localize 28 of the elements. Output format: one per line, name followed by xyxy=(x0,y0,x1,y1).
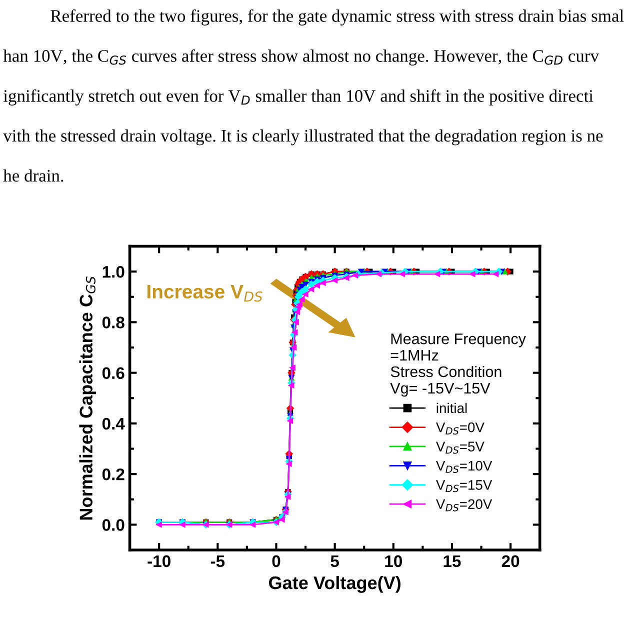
legend-label: initial xyxy=(436,402,467,414)
annotation: Increase V$_{DS}$ xyxy=(147,284,262,302)
y-tick-label: 0.0 xyxy=(102,519,124,531)
x-tick-label: 5 xyxy=(330,555,339,568)
legend-title: Measure Frequency =1MHz Stress Condition Vg= -15V~15V xyxy=(390,334,526,397)
text: han 10V, the C$_{GS}$ curves after stress show almost no change. However, the C$_{GD}$ curv xyxy=(3,49,600,66)
x-tick-label: -5 xyxy=(210,555,225,568)
legend-label: V$_{DS}$=15V xyxy=(436,480,492,492)
y-tick-label: 1.0 xyxy=(102,266,124,278)
legend-label: V$_{DS}$=0V xyxy=(436,422,484,435)
x-axis-title: Gate Voltage(V) xyxy=(269,576,400,593)
y-tick-label: 0.4 xyxy=(102,418,125,430)
x-tick-label: 10 xyxy=(385,555,402,568)
x-tick-label: 15 xyxy=(444,555,461,568)
y-tick-label: 0.8 xyxy=(102,316,124,328)
x-tick-label: 20 xyxy=(502,555,520,568)
text: vith the stressed drain voltage. It is clearly illustrated that the degradation region is ne xyxy=(3,129,603,146)
x-tick-label: -10 xyxy=(148,555,170,568)
x-tick-label: 0 xyxy=(272,555,280,568)
legend-label: V$_{DS}$=5V xyxy=(436,442,484,454)
y-tick-label: 0.6 xyxy=(102,367,124,380)
text: ignificantly stretch out even for V$_{D}$ smaller than 10V and shift in the positive directi xyxy=(4,89,594,106)
legend-label: V$_{DS}$=20V xyxy=(436,499,492,512)
text: he drain. xyxy=(3,169,64,182)
y-axis-title: Normalized Capacitance C$_{GS}$ xyxy=(79,276,96,520)
legend-label: V$_{DS}$=10V xyxy=(436,460,492,473)
text: Referred to the two figures, for the gate dynamic stress with stress drain bias smal xyxy=(50,9,624,26)
y-tick-label: 0.2 xyxy=(102,468,124,480)
